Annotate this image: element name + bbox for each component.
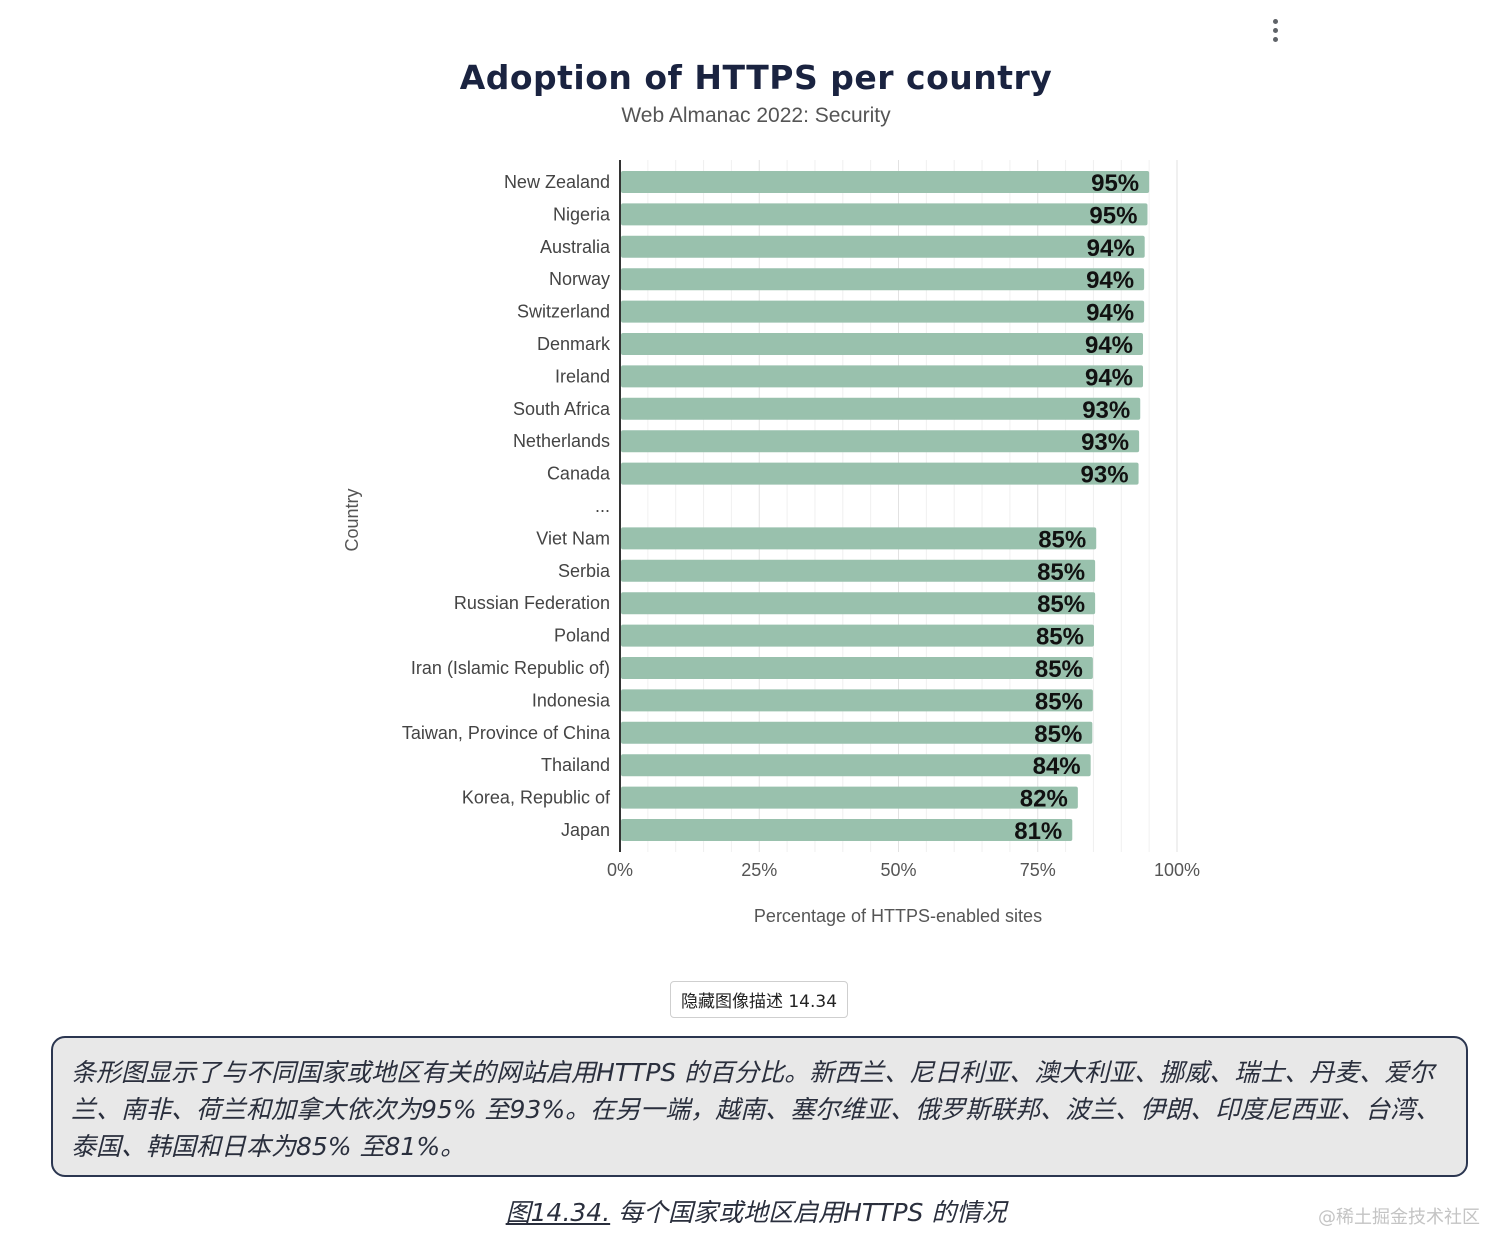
data-label: 85% [1035, 656, 1083, 683]
bar [621, 430, 1140, 453]
category-label: Australia [540, 237, 611, 257]
category-label: Ireland [555, 366, 610, 386]
caption-text: 每个国家或地区启用HTTPS 的情况 [610, 1198, 1007, 1227]
category-label: Japan [561, 820, 610, 840]
bar [621, 657, 1093, 679]
y-axis-label: Country [342, 488, 362, 551]
bar [621, 300, 1145, 323]
bar-chart: New Zealand Nigeria Australia Norway Switzer… [342, 160, 1200, 926]
bar [621, 624, 1095, 647]
data-label: 84% [1033, 753, 1081, 780]
bar [621, 235, 1145, 258]
bar [621, 527, 1097, 550]
x-tick-label: 75% [1020, 860, 1056, 880]
category-label: Thailand [541, 755, 610, 775]
bar [621, 333, 1144, 355]
data-label: 94% [1086, 267, 1134, 294]
data-labels: 95% 95% 94% 94% 94% 94% 94% 93% 93% 93% 85% 85% 85% 8… [1014, 170, 1139, 845]
category-labels: New Zealand Nigeria Australia Norway Switzer… [402, 172, 611, 840]
bar [621, 559, 1096, 582]
bar [621, 721, 1093, 744]
bar [621, 171, 1150, 193]
bar [621, 754, 1091, 777]
category-label: Indonesia [532, 690, 611, 710]
bar [621, 365, 1144, 388]
bar [621, 592, 1096, 615]
category-label: Viet Nam [536, 528, 610, 548]
data-label: 85% [1034, 721, 1082, 748]
category-label: ... [595, 496, 610, 516]
category-label: Korea, Republic of [462, 788, 611, 808]
data-label: 93% [1081, 462, 1129, 489]
chart-subtitle: Web Almanac 2022: Security [621, 104, 891, 127]
bar [621, 689, 1093, 712]
data-label: 81% [1014, 818, 1062, 845]
bar [621, 268, 1145, 291]
data-label: 85% [1038, 526, 1086, 553]
x-tick-label: 100% [1154, 860, 1200, 880]
category-label: Poland [554, 626, 610, 646]
figure-caption: 图14.34. 每个国家或地区启用HTTPS 的情况 [0, 1193, 1512, 1229]
data-label: 94% [1085, 364, 1133, 391]
bar [621, 786, 1078, 809]
image-description-box: 条形图显示了与不同国家或地区有关的网站启用HTTPS 的百分比。新西兰、尼日利亚… [51, 1036, 1468, 1177]
category-label: Canada [547, 464, 611, 484]
x-tick-label: 0% [607, 860, 633, 880]
category-label: Taiwan, Province of China [402, 723, 611, 743]
data-label: 93% [1082, 397, 1130, 424]
category-label: Norway [549, 269, 610, 289]
category-label: Denmark [537, 334, 611, 354]
bar [621, 819, 1073, 841]
x-tick-labels: 0% 25% 50% 75% 100% [607, 860, 1200, 880]
category-label: Serbia [558, 561, 611, 581]
bar [621, 462, 1139, 485]
bar [621, 397, 1141, 420]
more-options-button[interactable] [1262, 14, 1288, 46]
bars [621, 171, 1150, 841]
data-label: 95% [1091, 170, 1139, 197]
category-label: Nigeria [553, 204, 611, 224]
x-axis-label: Percentage of HTTPS-enabled sites [754, 906, 1042, 926]
data-label: 94% [1086, 300, 1134, 327]
chart-title: Adoption of HTTPS per country [459, 58, 1053, 97]
figure-ref-link[interactable]: 图14.34. [505, 1198, 611, 1227]
bar [621, 203, 1148, 226]
more-vert-icon [1272, 18, 1278, 24]
data-label: 94% [1087, 235, 1135, 262]
category-label: New Zealand [504, 172, 610, 192]
category-label: Russian Federation [454, 593, 610, 613]
grid-lines [619, 160, 1178, 852]
data-label: 93% [1081, 429, 1129, 456]
category-label: South Africa [513, 399, 611, 419]
hide-description-button[interactable]: 隐藏图像描述 14.34 [670, 981, 848, 1018]
data-label: 95% [1089, 202, 1137, 229]
data-label: 85% [1037, 559, 1085, 586]
data-label: 94% [1085, 332, 1133, 359]
image-description-text: 条形图显示了与不同国家或地区有关的网站启用HTTPS 的百分比。新西兰、尼日利亚… [71, 1058, 1441, 1161]
data-label: 82% [1020, 786, 1068, 813]
x-tick-label: 50% [880, 860, 916, 880]
category-label: Switzerland [517, 302, 610, 322]
data-label: 85% [1035, 688, 1083, 715]
watermark: @稀土掘金技术社区 [1318, 1207, 1480, 1228]
x-tick-label: 25% [741, 860, 777, 880]
category-label: Iran (Islamic Republic of) [411, 658, 610, 678]
category-label: Netherlands [513, 431, 610, 451]
data-label: 85% [1037, 591, 1085, 618]
data-label: 85% [1036, 624, 1084, 651]
